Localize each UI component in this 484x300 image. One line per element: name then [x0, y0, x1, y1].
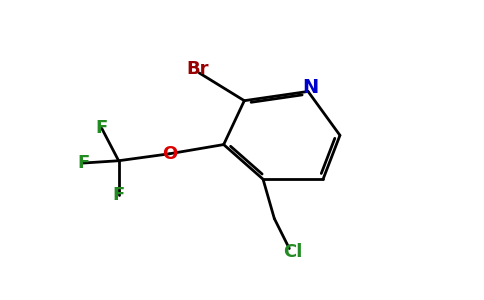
Text: F: F	[96, 119, 108, 137]
Text: N: N	[302, 79, 318, 98]
Text: F: F	[112, 186, 125, 204]
Text: Cl: Cl	[283, 243, 303, 261]
Text: F: F	[77, 154, 89, 172]
Text: Br: Br	[186, 61, 209, 79]
Text: O: O	[162, 145, 177, 163]
